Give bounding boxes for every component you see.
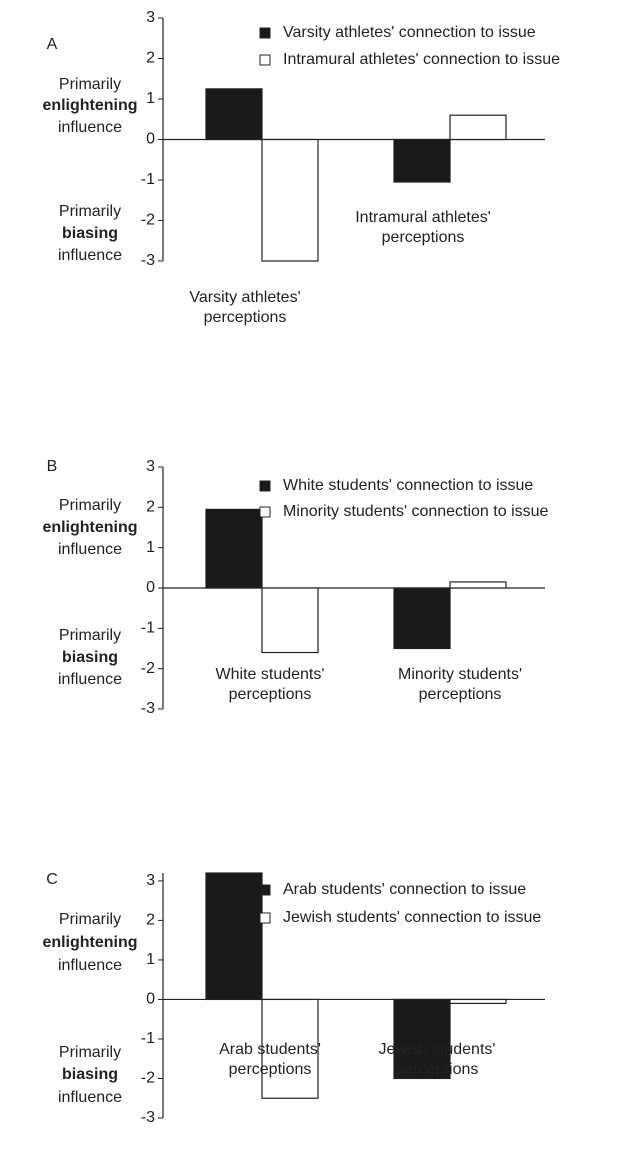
category-label: Arab students' perceptions bbox=[219, 1041, 321, 1078]
bar bbox=[205, 88, 263, 141]
annotation: Primarily bbox=[59, 627, 121, 644]
y-tick-label: -1 bbox=[141, 620, 155, 637]
y-tick-label: 0 bbox=[146, 579, 155, 596]
legend-label: Jewish students' connection to issue bbox=[283, 909, 541, 926]
y-tick-label: 0 bbox=[146, 131, 155, 148]
annotation: enlightening bbox=[42, 519, 137, 536]
y-tick-label: -1 bbox=[141, 171, 155, 188]
y-tick-label: 2 bbox=[146, 499, 155, 516]
y-tick-label: 0 bbox=[146, 991, 155, 1008]
annotation: influence bbox=[58, 247, 122, 264]
annotation: enlightening bbox=[42, 934, 137, 951]
y-tick-label: 1 bbox=[146, 951, 155, 968]
y-tick-label: 1 bbox=[146, 539, 155, 556]
annotation: influence bbox=[58, 957, 122, 974]
legend-swatch bbox=[259, 912, 271, 924]
y-tick-label: -2 bbox=[141, 1070, 155, 1087]
panel-letter: A bbox=[47, 36, 58, 53]
bar bbox=[449, 581, 507, 589]
y-tick-label: -1 bbox=[141, 1030, 155, 1047]
annotation: Primarily bbox=[59, 76, 121, 93]
bar bbox=[261, 998, 319, 1099]
y-tick-label: -2 bbox=[141, 212, 155, 229]
annotation: influence bbox=[58, 1089, 122, 1106]
legend-label: White students' connection to issue bbox=[283, 477, 533, 494]
legend-swatch bbox=[259, 480, 271, 492]
annotation: influence bbox=[58, 119, 122, 136]
bar bbox=[261, 587, 319, 654]
category-label: Intramural athletes' perceptions bbox=[355, 209, 491, 246]
legend-label: Intramural athletes' connection to issue bbox=[283, 51, 560, 68]
bar bbox=[205, 872, 263, 1001]
annotation: biasing bbox=[62, 649, 118, 666]
bar bbox=[449, 114, 507, 141]
bar bbox=[261, 138, 319, 262]
annotation: Primarily bbox=[59, 1044, 121, 1061]
annotation: influence bbox=[58, 671, 122, 688]
legend-label: Varsity athletes' connection to issue bbox=[283, 24, 536, 41]
y-tick-label: 3 bbox=[146, 872, 155, 889]
category-label: Minority students' perceptions bbox=[398, 666, 522, 703]
bar bbox=[393, 998, 451, 1080]
category-label: Jewish students' perceptions bbox=[378, 1041, 496, 1078]
legend-swatch bbox=[259, 54, 271, 66]
y-tick-label: 2 bbox=[146, 912, 155, 929]
panel-letter: C bbox=[46, 871, 58, 888]
y-tick-label: -3 bbox=[141, 252, 155, 269]
annotation: Primarily bbox=[59, 203, 121, 220]
legend-label: Minority students' connection to issue bbox=[283, 503, 549, 520]
y-tick-label: 3 bbox=[146, 9, 155, 26]
annotation: biasing bbox=[62, 225, 118, 242]
y-tick-label: -3 bbox=[141, 700, 155, 717]
annotation: Primarily bbox=[59, 497, 121, 514]
y-tick-label: 1 bbox=[146, 90, 155, 107]
annotation: influence bbox=[58, 541, 122, 558]
legend-swatch bbox=[259, 506, 271, 518]
legend-swatch bbox=[259, 27, 271, 39]
y-tick-label: 2 bbox=[146, 50, 155, 67]
panel-letter: B bbox=[47, 458, 58, 475]
bar bbox=[393, 587, 451, 650]
y-tick-label: -2 bbox=[141, 660, 155, 677]
y-tick-label: 3 bbox=[146, 458, 155, 475]
category-label: White students' perceptions bbox=[215, 666, 325, 703]
annotation: enlightening bbox=[42, 97, 137, 114]
y-tick-label: -3 bbox=[141, 1109, 155, 1126]
bar bbox=[205, 508, 263, 589]
legend-label: Arab students' connection to issue bbox=[283, 881, 526, 898]
annotation: biasing bbox=[62, 1066, 118, 1083]
category-label: Varsity athletes' perceptions bbox=[189, 289, 301, 326]
annotation: Primarily bbox=[59, 911, 121, 928]
bar bbox=[449, 998, 507, 1005]
bar bbox=[393, 138, 451, 183]
